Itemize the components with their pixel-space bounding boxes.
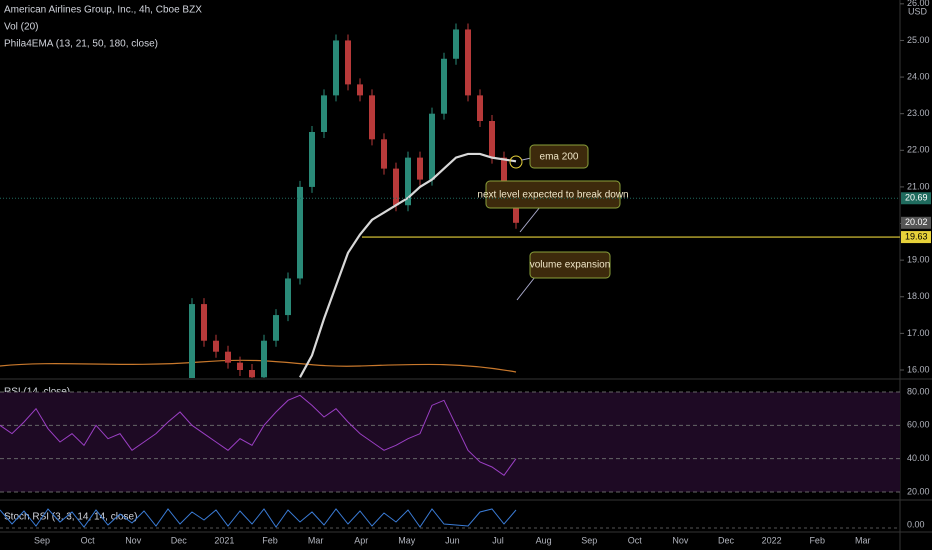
callout xyxy=(529,144,589,169)
candle xyxy=(477,95,483,122)
callout xyxy=(529,251,611,279)
candle xyxy=(465,29,471,96)
time-label: Apr xyxy=(354,535,368,545)
price-tick-label: 22.00 xyxy=(907,145,930,155)
price-badge-label: 20.69 xyxy=(905,193,928,203)
price-tick-label: 21.00 xyxy=(907,181,930,191)
time-label: 2021 xyxy=(214,535,234,545)
volume-ma xyxy=(0,359,517,373)
time-label: Jul xyxy=(492,535,504,545)
ema-circle xyxy=(509,155,523,169)
time-label: Feb xyxy=(809,535,825,545)
price-badge-label: 20.02 xyxy=(905,217,928,227)
candle xyxy=(261,340,267,378)
price-tick-label: 26.00 xyxy=(907,0,930,8)
rsi-line xyxy=(0,394,517,477)
candle xyxy=(393,168,399,206)
candle xyxy=(237,362,243,370)
candle xyxy=(273,315,279,341)
price-tick-label: 18.00 xyxy=(907,291,930,301)
time-label: Nov xyxy=(125,535,142,545)
currency: USD xyxy=(908,6,928,16)
candle xyxy=(285,278,291,316)
price-badge xyxy=(901,216,931,229)
price-tick-label: 25.00 xyxy=(907,35,930,45)
time-label: Dec xyxy=(171,535,188,545)
rsi-tick-label: 20.00 xyxy=(907,486,930,496)
rsi-tick-label: 40.00 xyxy=(907,453,930,463)
ema-label: Phila4EMA (13, 21, 50, 180, close) xyxy=(4,39,158,50)
candle xyxy=(333,40,339,96)
time-label: Sep xyxy=(581,535,597,545)
rsi-tick-label: 60.00 xyxy=(907,420,930,430)
rsi-band xyxy=(0,392,900,492)
time-label: Feb xyxy=(262,535,278,545)
time-label: 2022 xyxy=(762,535,782,545)
stoch-line xyxy=(0,508,517,528)
rsi-tick-label: 80.00 xyxy=(907,386,930,396)
time-label: May xyxy=(398,535,416,545)
volume-label: Vol (20) xyxy=(4,22,38,33)
price-pane xyxy=(189,23,519,378)
candle xyxy=(381,139,387,169)
candle xyxy=(189,304,195,378)
candle xyxy=(201,304,207,341)
time-label: Mar xyxy=(855,535,871,545)
time-label: Jun xyxy=(445,535,460,545)
callout xyxy=(485,180,621,209)
price-badge-label: 19.63 xyxy=(905,231,928,241)
price-tick-label: 16.00 xyxy=(907,364,930,374)
candle xyxy=(369,95,375,140)
price-tick-label: 24.00 xyxy=(907,71,930,81)
candle xyxy=(213,340,219,352)
candle xyxy=(489,121,495,158)
annotation: volume expansion xyxy=(530,260,611,271)
time-label: Nov xyxy=(672,535,689,545)
price-tick-label: 23.00 xyxy=(907,108,930,118)
time-label: Aug xyxy=(536,535,552,545)
callout-pointer xyxy=(519,206,541,233)
price-badge xyxy=(901,231,931,244)
symbol-title: American Airlines Group, Inc., 4h, Cboe … xyxy=(4,5,202,16)
price-tick-label: 19.00 xyxy=(907,255,930,265)
candle xyxy=(345,40,351,85)
candle xyxy=(225,351,231,363)
time-label: Mar xyxy=(308,535,324,545)
candle xyxy=(321,95,327,132)
candle xyxy=(249,370,255,378)
candle xyxy=(309,131,315,187)
candle xyxy=(405,157,411,206)
candle xyxy=(501,157,507,198)
callout-pointer xyxy=(516,276,536,301)
candle xyxy=(357,84,363,96)
candle xyxy=(513,197,519,223)
time-label: Sep xyxy=(34,535,50,545)
time-label: Oct xyxy=(628,535,643,545)
time-label: Oct xyxy=(81,535,96,545)
price-tick-label: 17.00 xyxy=(907,328,930,338)
candle xyxy=(441,58,447,114)
stoch-tick-label: 0.00 xyxy=(907,519,925,529)
candle xyxy=(429,113,435,180)
candle xyxy=(453,29,459,59)
stoch-label: Stoch RSI (3, 3, 14, 14, close) xyxy=(4,512,137,523)
price-badge xyxy=(901,192,931,205)
candle xyxy=(297,186,303,279)
annotation: ema 200 xyxy=(540,152,579,163)
time-label: Dec xyxy=(718,535,735,545)
annotation: next level expected to break down xyxy=(477,190,628,201)
candle xyxy=(417,157,423,180)
